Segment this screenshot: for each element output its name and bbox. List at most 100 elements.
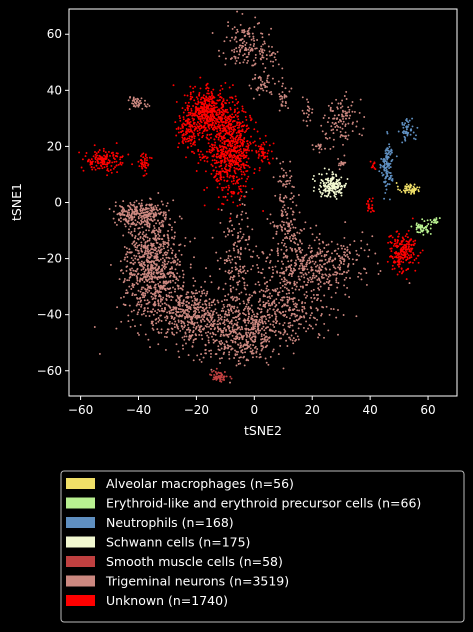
scatter-point [213,159,216,162]
scatter-point [217,287,220,290]
scatter-point [166,272,169,275]
scatter-point [235,131,238,134]
scatter-point [223,345,226,348]
scatter-point [289,281,292,284]
scatter-point [188,334,191,337]
scatter-point [246,225,249,228]
scatter-point [203,105,206,108]
scatter-point [200,125,203,128]
scatter-point [242,110,245,113]
scatter-point [165,319,167,322]
scatter-point [205,129,208,132]
scatter-point [308,262,311,265]
scatter-point [190,304,193,306]
scatter-point [305,120,308,123]
scatter-point [225,340,228,343]
scatter-point [225,119,227,122]
scatter-point [216,113,219,116]
scatter-point [312,148,315,151]
scatter-point [138,202,141,205]
scatter-point [217,314,220,317]
scatter-point [197,132,199,135]
scatter-point [284,330,287,333]
scatter-point [122,295,125,298]
scatter-point [235,40,238,43]
scatter-point [247,359,250,362]
scatter-point [250,331,253,334]
scatter-point [140,293,143,296]
scatter-point [224,295,227,297]
scatter-point [217,136,220,139]
scatter-point [214,308,217,311]
scatter-point [206,134,209,136]
scatter-point [352,121,354,124]
scatter-point [160,243,162,246]
scatter-point [419,224,422,227]
scatter-point [227,293,230,296]
scatter-point [335,175,338,177]
scatter-point [409,133,412,136]
scatter-point [134,270,137,272]
scatter-point [335,279,338,282]
scatter-point [228,249,231,252]
scatter-point [384,185,387,188]
scatter-point [205,294,207,297]
scatter-point [407,131,410,134]
scatter-point [253,168,256,171]
scatter-point [288,272,291,275]
scatter-point [194,298,197,301]
scatter-point [295,338,298,341]
scatter-point [309,276,312,279]
scatter-point [423,227,426,229]
scatter-point [209,109,212,112]
scatter-point [341,122,344,125]
scatter-point [186,306,189,309]
scatter-point [238,256,241,259]
scatter-point [247,238,250,241]
scatter-point [388,143,391,146]
scatter-point [242,151,245,154]
scatter-point [418,186,421,189]
scatter-point [168,257,171,260]
scatter-point [358,133,361,136]
scatter-point [143,281,146,283]
scatter-point [285,316,288,319]
scatter-point [195,337,197,340]
scatter-point [216,130,219,133]
scatter-point [275,303,278,306]
scatter-point [138,232,141,235]
scatter-point [429,219,432,221]
scatter-point [309,119,312,122]
scatter-point [265,301,268,304]
scatter-point [131,294,134,297]
scatter-point [217,120,220,123]
scatter-point [186,309,189,312]
scatter-point [385,176,387,178]
scatter-point [155,264,158,267]
scatter-point [195,325,198,328]
scatter-point [207,89,210,92]
scatter-point [127,320,130,323]
scatter-point [296,253,298,256]
scatter-point [281,290,284,293]
scatter-point [236,10,239,13]
scatter-point [251,321,254,324]
scatter-point [374,252,377,255]
scatter-point [274,318,277,321]
scatter-point [241,121,244,123]
scatter-point [189,266,192,269]
scatter-point [206,309,209,312]
scatter-point [139,231,142,234]
scatter-point [202,117,204,120]
scatter-point [213,144,216,147]
scatter-point [215,339,218,342]
scatter-point [238,280,241,283]
scatter-point [227,324,230,327]
scatter-point [159,270,162,273]
scatter-point [144,333,147,336]
scatter-point [302,269,305,272]
series-points-0 [395,182,421,195]
scatter-point [242,45,245,48]
scatter-point [222,303,225,306]
scatter-point [174,121,177,124]
